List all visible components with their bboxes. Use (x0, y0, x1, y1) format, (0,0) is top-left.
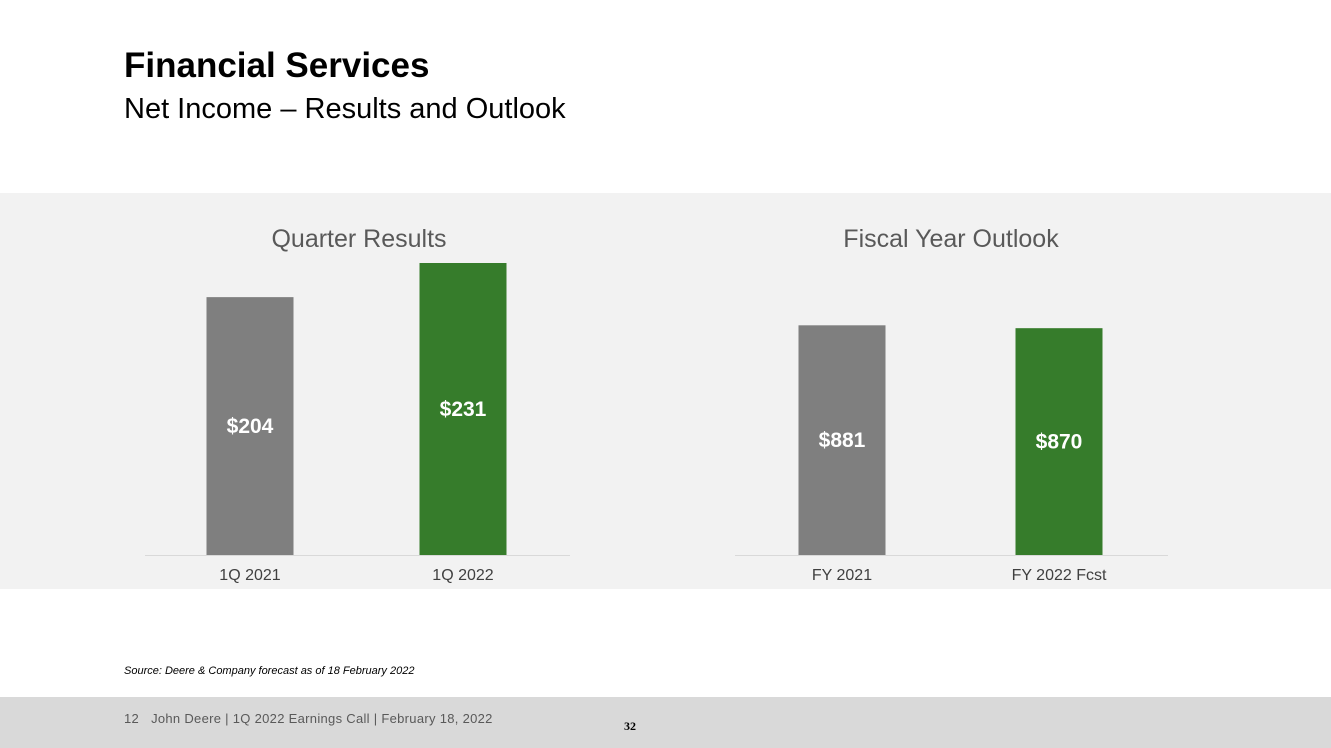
footer-caption: John Deere | 1Q 2022 Earnings Call | Feb… (151, 711, 493, 726)
slide-title: Financial Services (124, 46, 430, 85)
chart-panel: Quarter Results $204 1Q 2021 $231 1Q 2022 Fis… (0, 193, 1331, 589)
category-label: 1Q 2022 (432, 567, 493, 584)
bar (1015, 328, 1103, 555)
bar (798, 325, 886, 555)
footer-center-number: 32 (624, 719, 636, 733)
data-label: $881 (819, 429, 866, 452)
category-label: FY 2021 (812, 567, 872, 584)
footer-bar: 12 John Deere | 1Q 2022 Earnings Call | F… (0, 697, 1331, 748)
footer-text-row: 12 John Deere | 1Q 2022 Earnings Call | F… (124, 711, 493, 726)
bar (419, 263, 507, 555)
chart-title: Quarter Results (271, 225, 446, 253)
charts-svg: Quarter Results $204 1Q 2021 $231 1Q 2022 Fis… (145, 225, 1168, 584)
source-note: Source: Deere & Company forecast as of 1… (124, 665, 415, 677)
category-label: FY 2022 Fcst (1012, 567, 1107, 584)
data-label: $204 (227, 415, 274, 438)
footer-page-number: 12 (124, 711, 140, 726)
chart-title: Fiscal Year Outlook (843, 225, 1059, 253)
bar (206, 297, 294, 555)
data-label: $870 (1036, 431, 1083, 454)
data-label: $231 (440, 398, 487, 421)
slide-subtitle: Net Income – Results and Outlook (124, 93, 566, 125)
category-label: 1Q 2021 (219, 567, 280, 584)
